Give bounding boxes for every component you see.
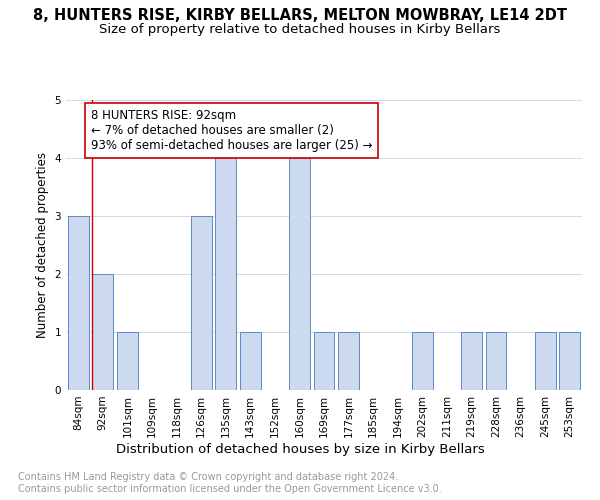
Text: Distribution of detached houses by size in Kirby Bellars: Distribution of detached houses by size … <box>116 442 484 456</box>
Bar <box>338 332 359 390</box>
Bar <box>461 332 482 390</box>
Text: 8, HUNTERS RISE, KIRBY BELLARS, MELTON MOWBRAY, LE14 2DT: 8, HUNTERS RISE, KIRBY BELLARS, MELTON M… <box>33 8 567 22</box>
Bar <box>215 158 236 390</box>
Text: Contains HM Land Registry data © Crown copyright and database right 2024.
Contai: Contains HM Land Registry data © Crown c… <box>18 472 442 494</box>
Bar <box>92 274 113 390</box>
Bar <box>559 332 580 390</box>
Bar <box>314 332 334 390</box>
Bar <box>240 332 261 390</box>
Y-axis label: Number of detached properties: Number of detached properties <box>36 152 49 338</box>
Bar <box>191 216 212 390</box>
Bar <box>412 332 433 390</box>
Bar <box>485 332 506 390</box>
Bar <box>289 158 310 390</box>
Bar <box>117 332 138 390</box>
Text: Size of property relative to detached houses in Kirby Bellars: Size of property relative to detached ho… <box>100 22 500 36</box>
Bar <box>535 332 556 390</box>
Text: 8 HUNTERS RISE: 92sqm
← 7% of detached houses are smaller (2)
93% of semi-detach: 8 HUNTERS RISE: 92sqm ← 7% of detached h… <box>91 108 372 152</box>
Bar <box>68 216 89 390</box>
